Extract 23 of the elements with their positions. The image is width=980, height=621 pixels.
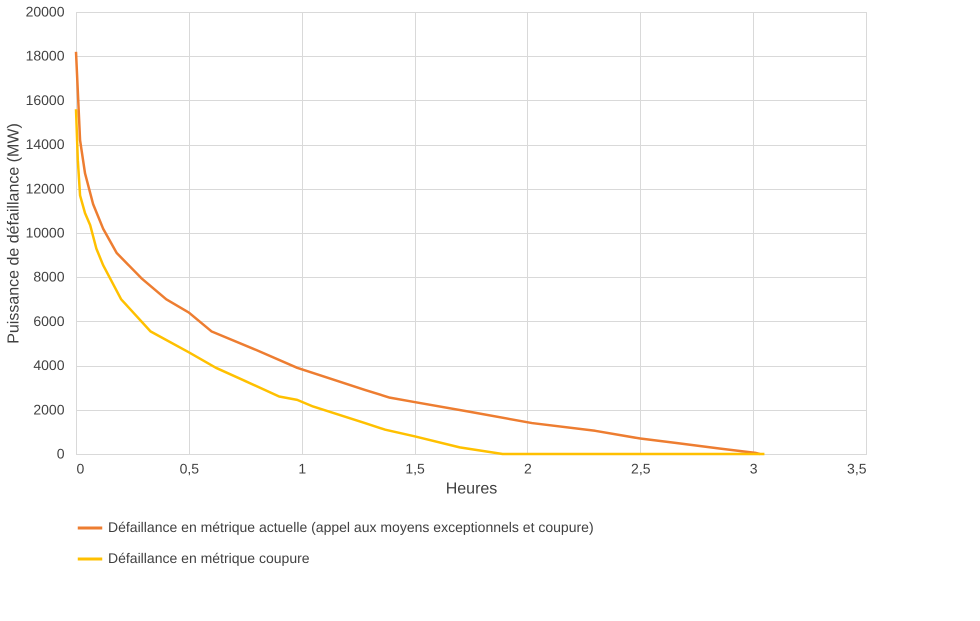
x-tick-label: 1 [298,460,306,476]
x-tick-label: 0 [76,460,84,476]
legend-label: Défaillance en métrique actuelle (appel aux moyens exceptionnels et coupure) [108,519,594,535]
legend-label: Défaillance en métrique coupure [108,550,310,566]
y-tick-label: 14000 [26,136,65,152]
y-tick-label: 20000 [26,4,65,20]
y-tick-label: 6000 [33,312,65,329]
y-tick-label: 12000 [26,180,65,196]
y-axis-title: Puissance de défaillance (MW) [6,123,23,344]
x-tick-label: 2 [524,460,532,476]
x-tick-label: 2,5 [631,460,651,476]
x-tick-label: 3 [750,460,758,476]
x-tick-label: 1,5 [405,460,426,476]
y-tick-label: 2000 [33,401,65,418]
y-tick-label: 4000 [33,357,65,374]
x-axis-title: Heures [446,480,498,498]
y-tick-label: 16000 [26,92,65,108]
x-tick-label: 3,5 [847,460,867,476]
y-tick-label: 0 [56,446,65,462]
y-tick-label: 8000 [33,268,65,285]
y-tick-label: 10000 [26,224,65,240]
y-tick-label: 18000 [26,48,65,64]
x-tick-label: 0,5 [180,460,200,476]
